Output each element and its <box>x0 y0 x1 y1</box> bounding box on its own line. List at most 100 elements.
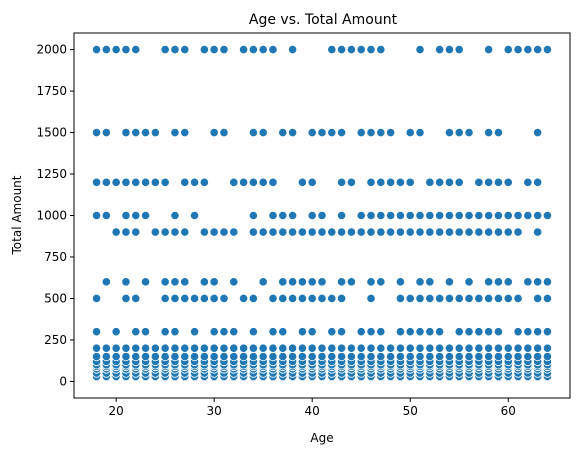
scatter-point <box>454 351 464 362</box>
scatter-point <box>513 327 523 337</box>
scatter-point <box>160 343 170 353</box>
scatter-point <box>199 227 209 237</box>
scatter-point <box>405 127 415 138</box>
y-tick-label: 750 <box>44 250 67 264</box>
y-tick-label: 1250 <box>36 167 67 181</box>
scatter-point <box>523 177 533 187</box>
scatter-point <box>189 343 200 353</box>
scatter-point <box>386 177 396 187</box>
scatter-point <box>366 327 376 337</box>
scatter-point <box>121 44 131 55</box>
scatter-point <box>307 127 317 138</box>
scatter-point <box>484 343 494 353</box>
chart-title: Age vs. Total Amount <box>249 12 398 28</box>
scatter-point <box>346 351 357 362</box>
scatter-point <box>415 127 425 138</box>
scatter-point <box>160 44 170 55</box>
scatter-point <box>91 127 102 138</box>
scatter-point <box>327 327 337 337</box>
scatter-point <box>415 227 425 237</box>
scatter-point <box>523 327 533 337</box>
scatter-point <box>209 293 219 304</box>
scatter-point <box>415 343 425 353</box>
scatter-point <box>346 227 357 237</box>
scatter-point <box>317 227 327 237</box>
scatter-point <box>111 351 121 362</box>
scatter-point <box>160 351 170 362</box>
scatter-point <box>435 351 445 362</box>
scatter-point <box>307 227 317 237</box>
scatter-point <box>386 127 396 138</box>
scatter-point <box>503 351 513 362</box>
scatter-point <box>356 127 366 138</box>
scatter-point <box>444 277 455 287</box>
scatter-point <box>287 277 298 287</box>
scatter-point <box>493 343 504 353</box>
scatter-point <box>346 343 357 353</box>
scatter-point <box>121 227 131 237</box>
scatter-point <box>307 343 317 353</box>
scatter-point <box>307 177 317 187</box>
scatter-point <box>336 327 347 337</box>
scatter-point <box>523 351 533 362</box>
scatter-point <box>219 227 229 237</box>
scatter-point <box>180 177 190 187</box>
scatter-point <box>327 351 337 362</box>
scatter-point <box>199 343 209 353</box>
scatter-point <box>180 293 190 304</box>
scatter-point <box>425 277 435 287</box>
scatter-points <box>91 44 553 382</box>
scatter-point <box>170 277 180 287</box>
scatter-point <box>111 327 121 337</box>
scatter-point <box>297 293 307 304</box>
scatter-point <box>386 351 396 362</box>
scatter-point <box>444 293 455 304</box>
scatter-point <box>542 327 553 337</box>
scatter-point <box>199 293 209 304</box>
scatter-point <box>493 293 504 304</box>
scatter-point <box>297 177 307 187</box>
scatter-point <box>180 127 190 138</box>
scatter-point <box>484 277 494 287</box>
scatter-point <box>121 351 131 362</box>
scatter-point <box>386 227 396 237</box>
scatter-point <box>91 210 102 221</box>
scatter-point <box>484 351 494 362</box>
scatter-point <box>474 177 484 187</box>
scatter-point <box>111 227 121 237</box>
scatter-point <box>189 351 200 362</box>
scatter-point <box>474 327 484 337</box>
scatter-point <box>170 210 180 221</box>
scatter-point <box>170 293 180 304</box>
scatter-point <box>405 210 415 221</box>
scatter-point <box>219 351 229 362</box>
scatter-point <box>101 210 111 221</box>
scatter-point <box>376 343 386 353</box>
scatter-point <box>493 351 504 362</box>
scatter-point <box>513 293 523 304</box>
scatter-point <box>484 327 494 337</box>
scatter-point <box>542 277 553 287</box>
scatter-point <box>268 227 278 237</box>
scatter-point <box>121 277 131 287</box>
scatter-point <box>493 210 504 221</box>
scatter-point <box>248 44 258 55</box>
scatter-point <box>376 44 386 55</box>
scatter-point <box>160 327 170 337</box>
scatter-point <box>425 210 435 221</box>
scatter-point <box>248 293 258 304</box>
scatter-point <box>484 127 494 138</box>
scatter-point <box>533 210 543 221</box>
scatter-point <box>170 227 180 237</box>
scatter-point <box>131 351 141 362</box>
y-tick-label: 250 <box>44 333 67 347</box>
scatter-point <box>229 177 239 187</box>
scatter-point <box>287 227 298 237</box>
scatter-point <box>91 293 102 304</box>
scatter-point <box>444 44 455 55</box>
scatter-point <box>199 277 209 287</box>
scatter-point <box>376 227 386 237</box>
scatter-point <box>189 327 200 337</box>
scatter-point <box>287 210 298 221</box>
scatter-point <box>140 277 151 287</box>
